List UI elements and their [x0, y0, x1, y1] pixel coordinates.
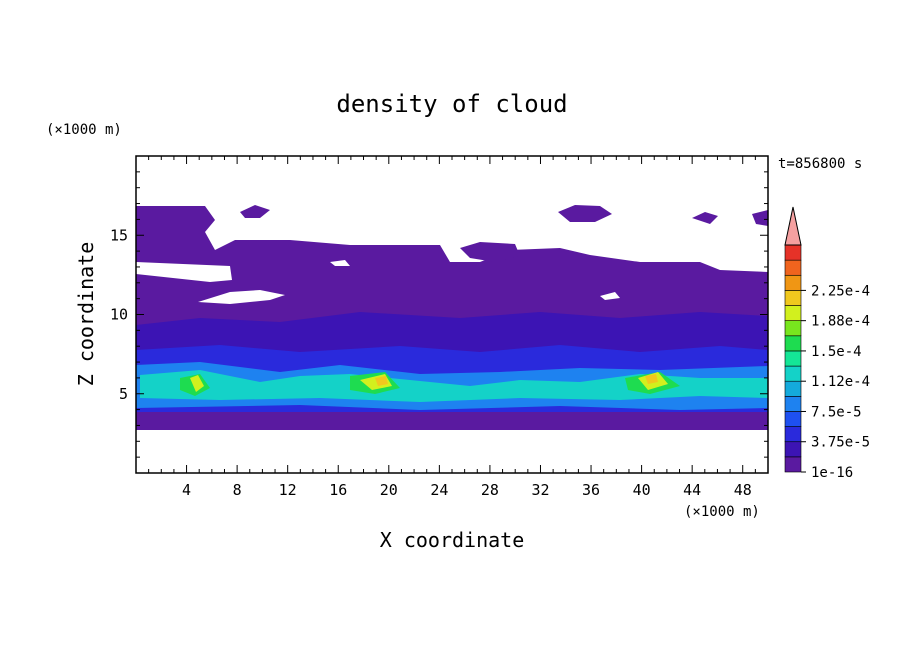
cloud-gap-4	[600, 292, 620, 300]
y-tick-label: 5	[119, 385, 128, 403]
x-axis-title: X coordinate	[380, 528, 525, 552]
colorbar-label: 1.88e-4	[811, 314, 870, 330]
x-unit-label: (×1000 m)	[684, 504, 760, 520]
x-axis-ticks: 4 8 12 16 20 24 28 32 36 40 44 48	[148, 156, 756, 499]
cloud-patch-upper-3	[692, 212, 718, 224]
y-axis-ticks: 5 10 15	[110, 171, 768, 458]
maximum-core-3	[645, 374, 658, 384]
colorbar: 1e-16 3.75e-5 7.5e-5 1.12e-4 1.5e-4 1.88e-4 2.…	[784, 206, 870, 481]
colorbar-label: 3.75e-5	[811, 435, 870, 451]
colorbar-segment	[784, 290, 802, 306]
colorbar-label: 1e-16	[811, 465, 853, 481]
x-tick-label: 32	[531, 481, 549, 499]
cloud-patch-upper-5	[460, 242, 520, 262]
y-tick-label: 10	[110, 306, 128, 324]
y-unit-label: (×1000 m)	[46, 122, 122, 138]
y-axis-title: Z coordinate	[74, 242, 98, 387]
x-tick-label: 28	[481, 481, 499, 499]
colorbar-segment	[784, 441, 802, 458]
colorbar-segment	[784, 380, 802, 397]
x-tick-label: 44	[683, 481, 701, 499]
maximum-1	[190, 375, 204, 392]
cloud-patch-upper-1	[240, 205, 270, 218]
colorbar-label: 7.5e-5	[811, 404, 862, 420]
colorbar-segment	[784, 274, 802, 291]
x-tick-label: 8	[233, 481, 242, 499]
cloud-gap-3	[136, 262, 232, 282]
cloud-band-cyan	[140, 370, 768, 402]
colorbar-segment	[784, 350, 802, 367]
cloud-patch-upper-4	[752, 210, 768, 226]
colorbar-segment	[784, 396, 802, 412]
x-tick-label: 16	[329, 481, 347, 499]
x-tick-label: 24	[430, 481, 448, 499]
colorbar-label: 1.12e-4	[811, 374, 870, 390]
maximum-core-2	[375, 376, 388, 386]
x-tick-label: 36	[582, 481, 600, 499]
colorbar-segment	[784, 259, 802, 276]
cloud-patch-upper-2	[558, 205, 612, 222]
colorbar-segment	[784, 426, 802, 443]
x-tick-label: 12	[279, 481, 297, 499]
x-tick-label: 48	[734, 481, 752, 499]
colorbar-label: 2.25e-4	[811, 283, 870, 299]
colorbar-extend-max	[784, 206, 802, 246]
colorbar-segment	[784, 320, 802, 337]
chart-title: density of cloud	[336, 90, 567, 118]
time-label: t=856800 s	[778, 156, 862, 172]
colorbar-label: 1.5e-4	[811, 344, 862, 360]
x-tick-label: 4	[182, 481, 191, 499]
colorbar-segment	[784, 411, 802, 427]
colorbar-segment	[784, 335, 802, 352]
cloud-gap-1	[198, 290, 285, 304]
colorbar-segment	[784, 456, 802, 473]
colorbar-segment	[784, 244, 802, 261]
cloud-lower-edge	[136, 412, 768, 426]
colorbar-segment	[784, 305, 802, 321]
colorbar-segment	[784, 365, 802, 382]
cloud-gap-2	[330, 260, 350, 266]
plot-area	[136, 205, 768, 430]
x-tick-label: 40	[633, 481, 651, 499]
y-tick-label: 15	[110, 226, 128, 244]
x-tick-label: 20	[380, 481, 398, 499]
